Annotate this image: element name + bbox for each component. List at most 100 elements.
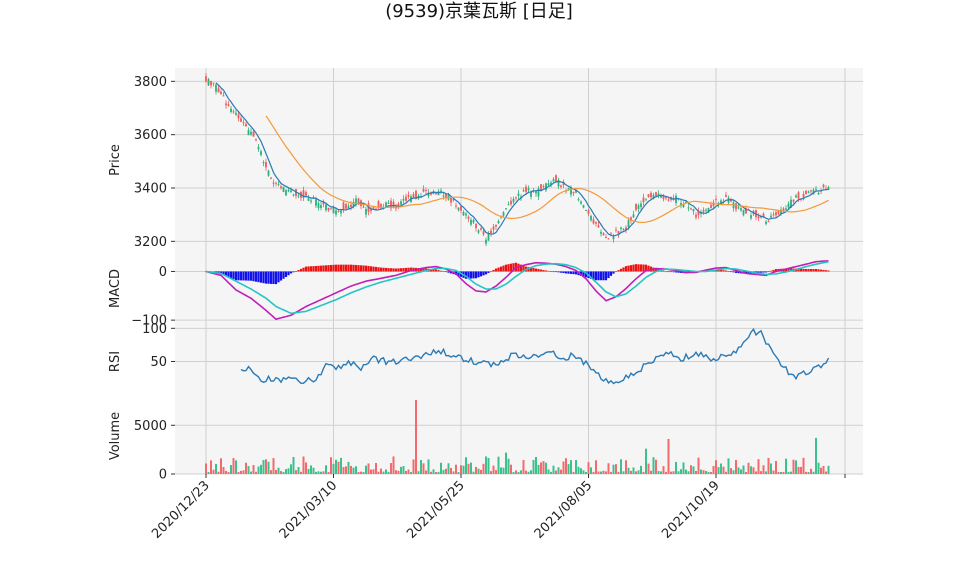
volume-bar <box>822 465 825 474</box>
volume-bar <box>730 468 732 474</box>
macd-hist-bar <box>287 271 290 276</box>
macd-hist-bar <box>384 267 388 272</box>
chart-panels: 3200 3400 3600 3800 Price 0 −100 MACD 50 100 RSI 0 5… <box>108 68 863 542</box>
volume-bar <box>570 460 572 474</box>
candle-body <box>555 175 557 182</box>
macd-hist-bar <box>259 271 263 283</box>
macd-hist-bar <box>607 271 610 279</box>
macd-hist-bar <box>294 271 298 272</box>
volume-bar <box>615 464 617 474</box>
volume-bar <box>565 458 567 474</box>
volume-bar <box>337 461 340 474</box>
candle-body <box>767 221 770 223</box>
volume-bar <box>745 471 747 474</box>
candle-body <box>452 198 455 201</box>
volume-bar <box>322 471 325 474</box>
volume-bar <box>632 467 635 474</box>
volume-bar <box>722 466 725 474</box>
macd-hist-bar <box>349 264 353 272</box>
macd-hist-bar <box>239 271 243 281</box>
candle-body <box>445 193 447 199</box>
macd-hist-bar <box>539 269 543 272</box>
volume-bar <box>515 470 517 474</box>
candle-body <box>772 214 775 216</box>
volume-bar <box>812 471 815 474</box>
volume-bar <box>425 470 427 474</box>
macd-hist-bar <box>589 271 593 279</box>
volume-bar <box>457 472 460 474</box>
macd-hist-bar <box>492 270 495 272</box>
candle-body <box>290 190 292 193</box>
candle-body <box>282 186 285 192</box>
candle-body <box>610 232 612 234</box>
macd-hist-bar <box>674 271 678 273</box>
candle-body <box>227 104 230 106</box>
macd-hist-bar <box>737 271 740 274</box>
volume-bar <box>690 465 692 474</box>
volume-bar <box>817 462 820 474</box>
candle-body <box>672 197 675 200</box>
macd-hist-bar <box>357 265 360 272</box>
macd-hist-bar <box>447 271 450 273</box>
volume-bar <box>245 462 247 474</box>
candle-body <box>590 215 592 221</box>
macd-hist-bar <box>314 265 318 272</box>
volume-bar <box>225 470 227 474</box>
macd-hist-bar <box>252 271 255 282</box>
candle-body <box>397 203 400 206</box>
macd-hist-bar <box>667 271 670 273</box>
candle-body <box>557 180 560 187</box>
volume-bar <box>435 472 437 474</box>
candle-body <box>762 213 765 217</box>
macd-hist-bar <box>772 269 775 272</box>
price-candles <box>205 72 830 247</box>
candle-body <box>652 194 655 199</box>
x-tick-label: 2021/03/10 <box>277 478 341 542</box>
x-axis: 2020/12/23 2021/03/10 2021/05/25 2021/08/05… <box>149 474 846 542</box>
candle-body <box>215 84 217 92</box>
macd-hist-bar <box>654 268 658 272</box>
macd-hist-bar <box>474 271 478 279</box>
macd-hist-bar <box>609 271 613 276</box>
volume-bar <box>627 467 630 474</box>
macd-hist-bar <box>382 267 385 272</box>
macd-hist-bar <box>734 271 738 273</box>
macd-hist-bar <box>767 271 770 273</box>
volume-bar <box>697 457 700 474</box>
candle-body <box>642 197 645 203</box>
volume-bar <box>310 465 312 474</box>
candle-body <box>460 206 462 211</box>
candle-body <box>637 205 640 210</box>
candle-body <box>380 203 382 209</box>
candle-body <box>577 199 580 201</box>
volume-bar <box>360 471 362 474</box>
macd-hist-bar <box>819 269 823 272</box>
candle-body <box>327 207 330 211</box>
macd-hist-bar <box>762 271 765 273</box>
candle-body <box>347 205 350 209</box>
volume-bar <box>342 467 345 474</box>
volume-bar <box>545 462 547 474</box>
rsi-ytick-label: 100 <box>142 322 167 337</box>
macd-hist-bar <box>262 271 265 284</box>
candle-body <box>612 236 615 240</box>
volume-bar <box>527 471 530 474</box>
candle-body <box>635 204 637 210</box>
candle-body <box>320 205 322 209</box>
candle-body <box>627 220 630 227</box>
macd-hist-bar <box>644 264 648 272</box>
candle-body <box>567 188 570 190</box>
volume-bar <box>340 457 342 474</box>
volume-ytick-label: 5000 <box>134 419 167 434</box>
volume-bar <box>790 471 792 474</box>
candle-body <box>585 210 587 212</box>
volume-bar <box>467 463 470 474</box>
candle-body <box>657 193 660 196</box>
price-ytick-label: 3200 <box>134 235 167 250</box>
volume-bar <box>737 467 740 474</box>
candle-body <box>580 201 582 204</box>
candle-body <box>740 208 742 211</box>
macd-hist-bar <box>572 271 575 275</box>
candle-body <box>705 209 707 211</box>
candle-body <box>667 199 670 201</box>
